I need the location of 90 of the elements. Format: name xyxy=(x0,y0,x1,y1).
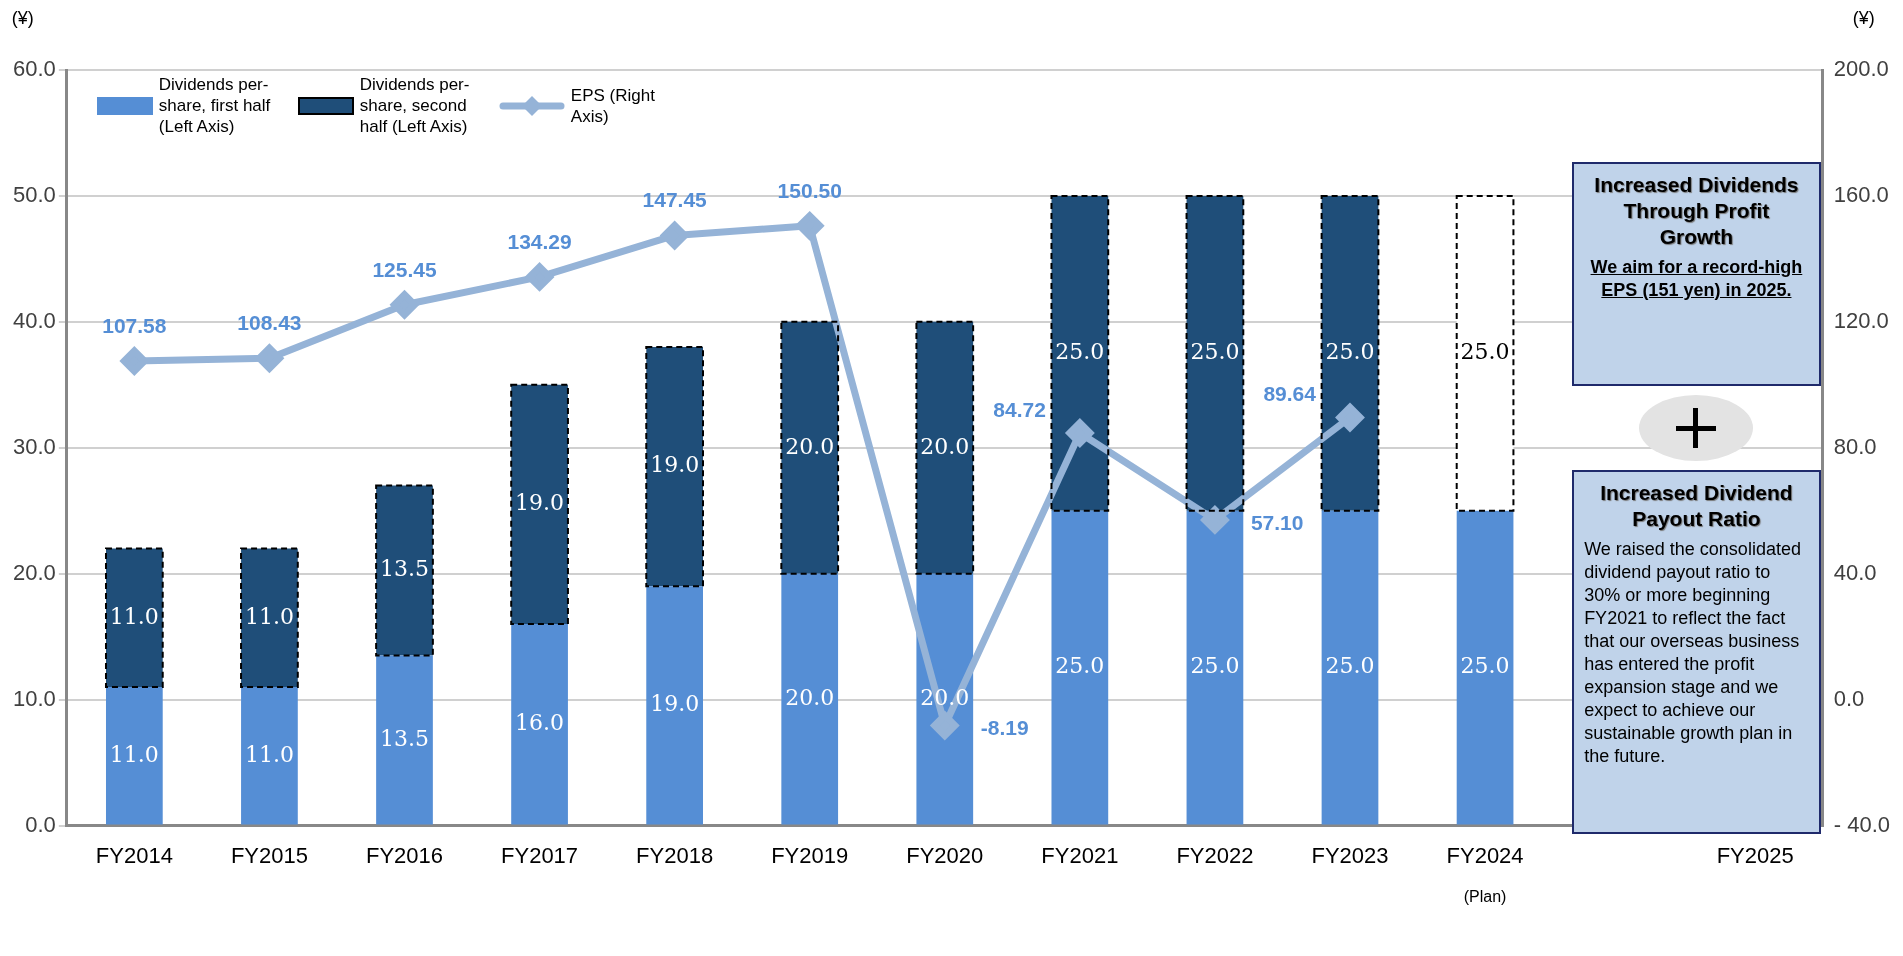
y-tick-label: 20.0 xyxy=(12,559,56,585)
x-tick-label: FY2016 xyxy=(365,842,444,868)
data-label: 25.0 xyxy=(1055,339,1105,365)
data-label: 11.0 xyxy=(109,603,159,629)
data-label: 89.64 xyxy=(1263,382,1317,406)
x-tick-label: FY2022 xyxy=(1176,842,1254,868)
data-label: 25.0 xyxy=(1190,339,1240,365)
y-tick-label: 0.0 xyxy=(25,811,56,837)
data-label: 20.0 xyxy=(920,433,970,459)
data-label: 57.10 xyxy=(1250,510,1304,534)
data-label: 20.0 xyxy=(920,684,970,710)
point xyxy=(255,344,283,372)
legend-label: Dividends per-share, first half (Left Axis) xyxy=(158,74,272,137)
data-label: 25.0 xyxy=(1055,653,1105,679)
data-label: 13.5 xyxy=(380,556,429,582)
annotation: Increased Dividends Through Profit Growth xyxy=(1593,172,1800,250)
y2-tick-label: 160.0 xyxy=(1833,182,1889,207)
y-tick-label: 10.0 xyxy=(12,685,56,711)
data-label: 16.0 xyxy=(515,710,565,736)
annotation: We aim for a record-high EPS (151 yen) in 2025. xyxy=(1589,256,1804,302)
data-label: 25.0 xyxy=(1325,339,1375,365)
bar xyxy=(1186,510,1244,825)
bar xyxy=(916,573,974,825)
legend-label: EPS (Right Axis) xyxy=(570,84,656,127)
text-box: Increased Dividends Through Profit Growth We aim for a record-high EPS (151 yen) in 2025. xyxy=(1572,162,1821,386)
x-tick-label: FY2024 xyxy=(1446,842,1524,868)
annotation: Increased Dividend Payout Ratio xyxy=(1599,480,1794,532)
y2-tick-label: 80.0 xyxy=(1833,433,1877,459)
x-tick-label: FY2021 xyxy=(1041,842,1119,868)
y2-tick-label: 200.0 xyxy=(1833,56,1889,82)
x-tick-label: FY2023 xyxy=(1311,842,1389,868)
x-tick-label: FY2014 xyxy=(95,842,173,868)
data-label: 84.72 xyxy=(993,397,1046,421)
data-label: 19.0 xyxy=(515,490,565,516)
data-label: 25.0 xyxy=(1190,653,1240,679)
bar xyxy=(376,655,433,825)
data-label: 108.43 xyxy=(237,311,302,335)
bar xyxy=(1051,510,1109,825)
point xyxy=(526,263,554,291)
x-tick-label: FY2025 xyxy=(1716,842,1794,868)
data-label: 19.0 xyxy=(650,691,700,717)
y2-axis-title: (¥) xyxy=(1852,8,1875,29)
data-label: -8.19 xyxy=(980,716,1029,740)
point xyxy=(1336,403,1364,431)
y2-tick-label: 0.0 xyxy=(1833,685,1865,711)
bar xyxy=(781,573,839,825)
data-label: 147.45 xyxy=(642,188,708,212)
legend-label: Dividends per-share, second half (Left Axis) xyxy=(359,74,471,137)
point xyxy=(1201,506,1229,534)
data-label: 13.5 xyxy=(380,725,429,751)
point xyxy=(1066,419,1094,447)
point xyxy=(661,221,689,249)
data-label: 11.0 xyxy=(244,741,294,767)
y2-tick-label: 40.0 xyxy=(1833,559,1877,585)
point xyxy=(796,212,824,240)
data-label: 20.0 xyxy=(785,433,835,459)
data-label: 134.29 xyxy=(507,229,572,253)
bar xyxy=(105,687,163,825)
y-tick-label: 40.0 xyxy=(12,307,56,333)
text-box: Increased Dividend Payout Ratio We raised the consolidated dividend payout ratio to 30% or more beginning FY2021 to reflect the fact that our overseas business has entered the profit expansion stage and we expect to achieve our sustainable growth plan in the future. xyxy=(1572,470,1821,834)
x-tick-label: FY2017 xyxy=(501,842,579,868)
data-label: 11.0 xyxy=(109,741,159,767)
x-tick-label: FY2015 xyxy=(230,842,308,868)
text: (Plan) xyxy=(1463,887,1507,906)
data-label: 25.0 xyxy=(1460,339,1510,365)
data-label: 19.0 xyxy=(650,452,700,478)
y2-tick-label: - 40.0 xyxy=(1833,811,1891,837)
data-label: 11.0 xyxy=(244,603,294,629)
bar xyxy=(511,624,568,825)
y-tick-label: 50.0 xyxy=(12,182,56,207)
point xyxy=(120,347,148,375)
data-label: 125.45 xyxy=(372,257,437,281)
bar xyxy=(646,586,703,825)
bar xyxy=(1321,510,1379,825)
bar xyxy=(241,687,298,825)
data-label: 25.0 xyxy=(1460,653,1510,679)
point xyxy=(391,291,418,319)
x-tick-label: FY2019 xyxy=(771,842,849,868)
x-tick-label: FY2018 xyxy=(636,842,714,868)
data-label: 25.0 xyxy=(1325,653,1375,679)
x-tick-label: FY2020 xyxy=(906,842,984,868)
data-label: 150.50 xyxy=(777,178,842,202)
y-tick-label: 60.0 xyxy=(12,56,56,82)
bar xyxy=(1456,510,1514,825)
data-label: 107.58 xyxy=(102,313,167,337)
y-tick-label: 30.0 xyxy=(12,433,56,459)
y2-tick-label: 120.0 xyxy=(1833,307,1889,333)
data-label: 20.0 xyxy=(785,684,835,710)
y-axis-title: (¥) xyxy=(11,8,34,29)
point xyxy=(931,711,959,739)
